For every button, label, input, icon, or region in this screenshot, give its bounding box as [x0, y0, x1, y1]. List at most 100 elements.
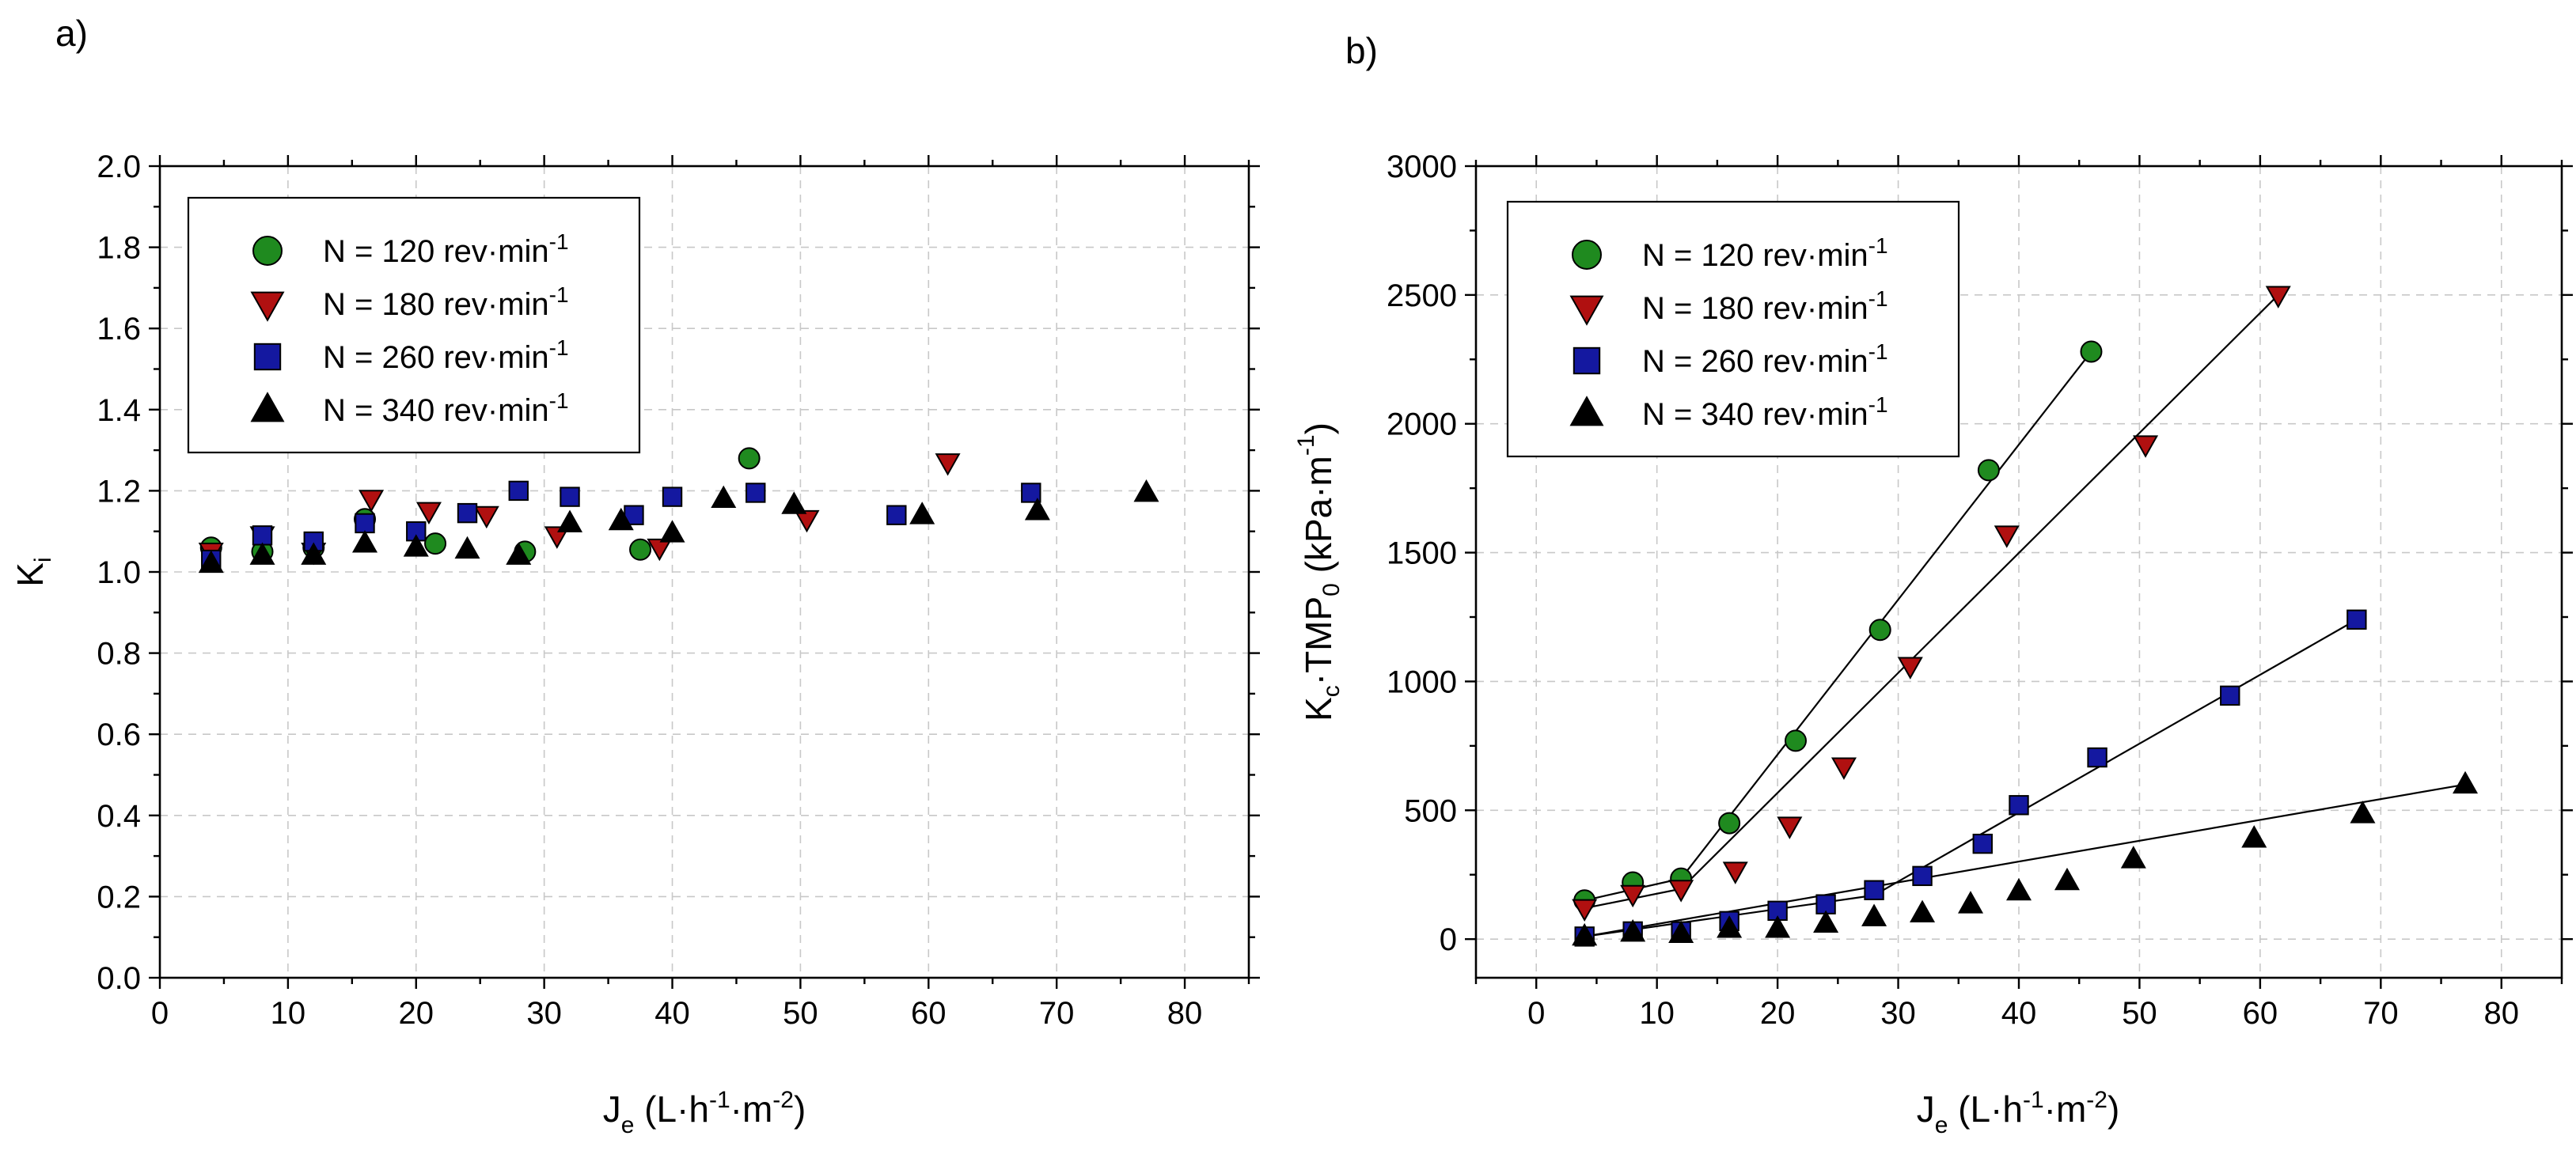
- data-point: [1868, 619, 1891, 642]
- data-point: [355, 513, 375, 534]
- data-point: [1024, 498, 1050, 521]
- data-point: [629, 538, 652, 561]
- data-point: [424, 532, 447, 555]
- data-point: [2220, 685, 2240, 706]
- plot-frame: [1474, 165, 2563, 979]
- data-point: [647, 538, 673, 562]
- data-point: [301, 542, 327, 565]
- y-tick-label: 2000: [1387, 407, 1457, 442]
- x-tick-label: 60: [911, 996, 947, 1031]
- x-tick-label: 70: [2363, 996, 2399, 1031]
- data-point: [403, 534, 429, 557]
- x-tick-label: 0: [151, 996, 169, 1031]
- data-point: [1864, 880, 1884, 900]
- y-tick-label: 1500: [1387, 536, 1457, 571]
- legend-entry: N = 260 rev·min-1: [1642, 339, 1888, 379]
- x-tick-label: 70: [1039, 996, 1075, 1031]
- legend-marker: [250, 291, 285, 322]
- data-point: [415, 502, 442, 525]
- x-tick-label: 10: [1639, 996, 1675, 1031]
- data-point: [1572, 899, 1598, 922]
- legend-marker: [1569, 295, 1604, 326]
- y-tick-label: 2.0: [97, 150, 141, 184]
- legend-entry: N = 120 rev·min-1: [323, 229, 569, 269]
- data-point: [1722, 861, 1748, 884]
- data-point: [2346, 609, 2367, 630]
- data-point: [2009, 795, 2029, 816]
- data-point: [738, 447, 761, 470]
- x-tick-label: 50: [2122, 996, 2157, 1031]
- data-point: [711, 485, 737, 509]
- x-axis-title: Je (L·h-1·m-2): [603, 1087, 806, 1138]
- legend-entry: N = 340 rev·min-1: [1642, 392, 1888, 432]
- data-point: [454, 536, 480, 559]
- data-point: [351, 530, 378, 553]
- data-point: [1784, 729, 1807, 752]
- data-point: [1977, 459, 2000, 482]
- data-point: [2005, 877, 2032, 901]
- y-tick-label: 3000: [1387, 150, 1457, 184]
- legend-marker: [253, 343, 282, 371]
- data-point: [1777, 816, 1803, 839]
- x-tick-label: 80: [1167, 996, 1203, 1031]
- y-tick-label: 0.4: [97, 799, 141, 834]
- data-point: [2080, 340, 2103, 363]
- data-series-3: [198, 479, 1159, 574]
- y-axis-title: Ki: [9, 557, 56, 586]
- data-point: [781, 491, 807, 514]
- data-point: [2453, 770, 2479, 794]
- y-tick-label: 1.8: [97, 231, 141, 266]
- legend-entry: N = 180 rev·min-1: [323, 282, 569, 322]
- x-tick-label: 30: [526, 996, 562, 1031]
- data-point: [1897, 657, 1923, 680]
- legend-marker: [252, 236, 283, 266]
- y-tick-label: 0.6: [97, 717, 141, 752]
- data-point: [198, 550, 224, 574]
- data-point: [1572, 922, 1598, 946]
- data-point: [1718, 812, 1741, 835]
- data-point: [1972, 833, 1993, 854]
- data-point: [935, 453, 961, 476]
- x-axis-title: Je (L·h-1·m-2): [1917, 1087, 2120, 1138]
- data-point: [1912, 865, 1933, 887]
- data-point: [249, 542, 275, 565]
- data-point: [1861, 903, 1887, 926]
- data-point: [2265, 286, 2291, 309]
- x-tick-label: 40: [654, 996, 690, 1031]
- data-point: [1133, 479, 1159, 502]
- y-tick-label: 1.4: [97, 393, 141, 428]
- data-point: [886, 505, 907, 525]
- data-point: [1620, 919, 1646, 942]
- legend-entry: N = 260 rev·min-1: [323, 335, 569, 375]
- y-tick-label: 0.0: [97, 961, 141, 996]
- data-point: [506, 542, 532, 565]
- data-series-2: [201, 480, 1041, 570]
- plot-frame: [158, 165, 1250, 979]
- y-tick-label: 1000: [1387, 664, 1457, 699]
- chart-panel-b: b) 0 10 20 30 40 50 60 70 80 0 500 1000 1500 2000 2500 3…: [1293, 30, 2573, 1138]
- data-point: [1813, 910, 1839, 933]
- x-tick-label: 20: [1760, 996, 1796, 1031]
- legend-entry: N = 180 rev·min-1: [1642, 286, 1888, 326]
- data-point: [2120, 846, 2146, 869]
- data-point: [662, 487, 683, 507]
- data-series-3: [1572, 770, 2479, 946]
- data-point: [608, 507, 634, 531]
- x-tick-label: 40: [2001, 996, 2037, 1031]
- legend-marker: [1572, 240, 1602, 270]
- data-point: [2133, 435, 2159, 458]
- data-point: [1910, 899, 1936, 922]
- legend-marker: [250, 392, 285, 422]
- data-point: [659, 520, 685, 543]
- data-point: [560, 487, 580, 507]
- data-point: [457, 502, 478, 524]
- data-point: [909, 502, 935, 524]
- x-tick-label: 50: [783, 996, 818, 1031]
- data-point: [1994, 525, 2020, 548]
- data-point: [1765, 915, 1791, 938]
- x-tick-label: 80: [2484, 996, 2520, 1031]
- data-point: [359, 490, 385, 513]
- y-tick-label: 0: [1440, 922, 1457, 957]
- data-point: [1958, 891, 1984, 914]
- data-point: [2350, 801, 2376, 823]
